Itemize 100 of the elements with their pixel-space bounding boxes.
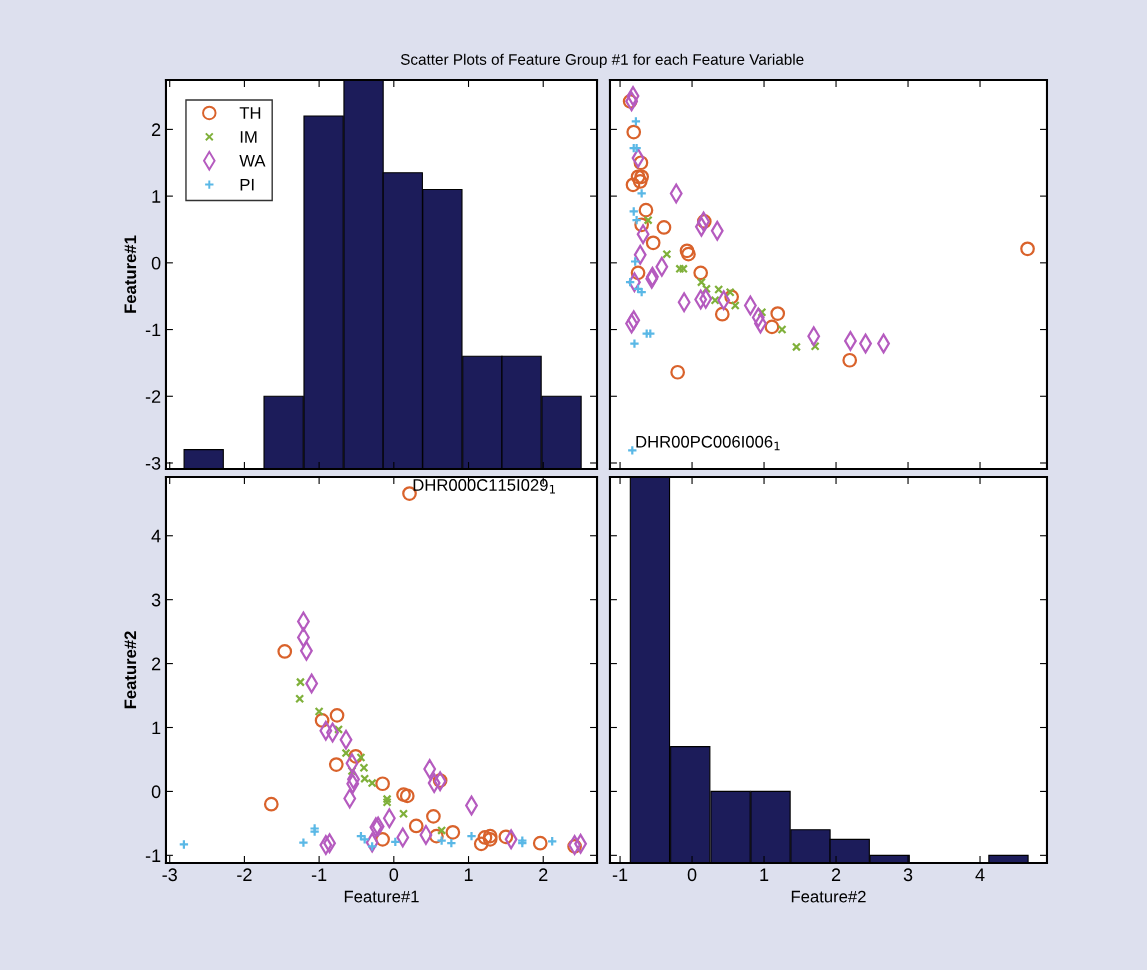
point bbox=[791, 342, 802, 352]
chart-title: Scatter Plots of Feature Group #1 for each Feature Variable bbox=[400, 53, 804, 68]
point bbox=[634, 169, 650, 185]
point bbox=[842, 352, 858, 368]
point bbox=[701, 284, 712, 294]
x-axis-title: Feature#2 bbox=[791, 890, 866, 903]
legend-label: IM bbox=[240, 131, 257, 143]
point bbox=[473, 836, 489, 852]
point bbox=[498, 829, 514, 845]
y-tick-label: -2 bbox=[145, 390, 161, 403]
y-tick-label: 4 bbox=[151, 529, 161, 543]
x-tick-label: 0 bbox=[687, 868, 697, 882]
point bbox=[630, 169, 646, 185]
point bbox=[445, 824, 461, 840]
point bbox=[645, 235, 661, 251]
point bbox=[626, 124, 642, 140]
point bbox=[341, 748, 351, 758]
annotation: DHR00PC006I006$_{1}$ bbox=[636, 435, 780, 451]
point bbox=[423, 759, 437, 779]
point bbox=[295, 694, 305, 704]
y-tick-label: 1 bbox=[152, 721, 161, 735]
point bbox=[359, 763, 369, 773]
point bbox=[532, 835, 548, 851]
legend-label: WA bbox=[239, 155, 266, 167]
x-tick-label: 2 bbox=[831, 868, 841, 881]
x-tick-label: 3 bbox=[903, 868, 913, 882]
y-tick-label: 0 bbox=[151, 785, 161, 799]
point bbox=[567, 839, 582, 854]
point bbox=[638, 202, 654, 218]
point bbox=[714, 284, 724, 295]
y-axis-title: Feature#2 bbox=[124, 631, 137, 709]
point bbox=[630, 265, 646, 281]
point bbox=[396, 787, 411, 802]
point bbox=[426, 808, 441, 824]
point bbox=[399, 788, 415, 804]
y-tick-label: -1 bbox=[145, 849, 161, 862]
point bbox=[632, 174, 648, 189]
point bbox=[482, 832, 498, 847]
point bbox=[764, 319, 780, 335]
x-tick-label: -1 bbox=[612, 868, 628, 881]
legend-label: TH bbox=[239, 107, 261, 119]
y-tick-label: 2 bbox=[151, 657, 161, 671]
point bbox=[634, 217, 650, 233]
point bbox=[328, 757, 344, 772]
y-tick-label: 2 bbox=[151, 123, 161, 136]
point bbox=[696, 277, 706, 287]
point bbox=[314, 713, 330, 728]
x-tick-label: -2 bbox=[237, 868, 252, 881]
point bbox=[724, 289, 740, 305]
point bbox=[626, 86, 640, 106]
point bbox=[714, 306, 730, 322]
x-tick-label: 0 bbox=[389, 868, 399, 882]
x-tick-label: 1 bbox=[464, 868, 473, 881]
point bbox=[432, 773, 448, 788]
point bbox=[662, 249, 672, 259]
point bbox=[770, 306, 786, 321]
point bbox=[710, 295, 720, 305]
point bbox=[263, 796, 279, 812]
x-tick-label: 2 bbox=[539, 868, 548, 881]
point bbox=[348, 748, 364, 764]
x-axis-title: Feature#1 bbox=[344, 890, 419, 903]
point bbox=[629, 338, 640, 349]
point bbox=[630, 116, 642, 127]
point bbox=[429, 828, 444, 844]
point bbox=[356, 752, 366, 763]
legend-label: PI bbox=[240, 178, 254, 191]
y-tick-label: -1 bbox=[145, 323, 161, 337]
point bbox=[810, 341, 820, 351]
point bbox=[777, 324, 787, 335]
point bbox=[329, 708, 345, 723]
annotation: DHR000C115I029$_{1}$ bbox=[413, 479, 555, 494]
x-tick-label: 4 bbox=[975, 868, 985, 881]
point bbox=[375, 776, 390, 792]
x-tick-label: -3 bbox=[162, 868, 177, 882]
x-tick-label: 1 bbox=[760, 868, 769, 881]
y-tick-label: 3 bbox=[151, 593, 161, 607]
point bbox=[408, 818, 424, 834]
point bbox=[693, 265, 709, 281]
point bbox=[482, 828, 498, 844]
point bbox=[730, 300, 740, 311]
point bbox=[636, 188, 647, 199]
point bbox=[360, 774, 370, 784]
point bbox=[277, 644, 293, 659]
point bbox=[298, 837, 309, 848]
x-tick-label: -1 bbox=[311, 868, 327, 881]
point bbox=[670, 364, 686, 380]
point bbox=[178, 839, 190, 850]
point bbox=[643, 215, 653, 225]
point bbox=[477, 830, 493, 845]
point bbox=[656, 220, 672, 235]
y-tick-label: -3 bbox=[145, 456, 161, 470]
point bbox=[625, 177, 641, 193]
y-tick-label: 0 bbox=[151, 256, 161, 270]
point bbox=[314, 706, 324, 717]
point bbox=[633, 155, 649, 171]
point bbox=[398, 809, 409, 819]
y-tick-label: 1 bbox=[152, 190, 161, 203]
point bbox=[367, 778, 377, 788]
point bbox=[437, 825, 447, 835]
point bbox=[295, 677, 306, 687]
